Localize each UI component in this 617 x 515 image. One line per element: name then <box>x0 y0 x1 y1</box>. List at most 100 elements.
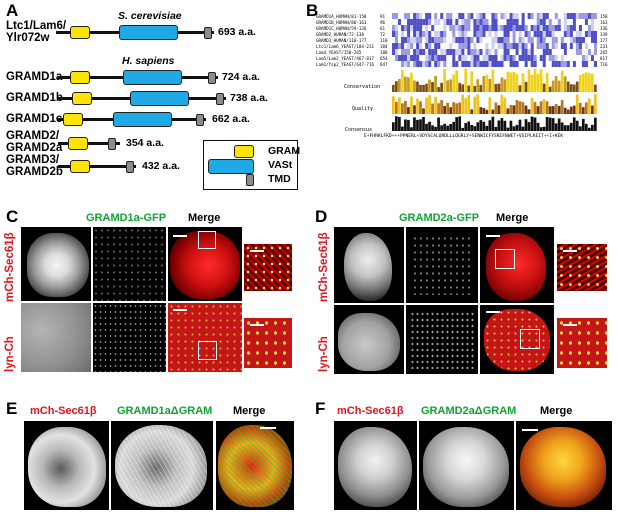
track-bar <box>531 98 534 114</box>
alignment-cell <box>428 61 431 67</box>
track-bar <box>582 107 585 114</box>
track-bar <box>413 117 416 131</box>
alignment-cell <box>446 19 449 25</box>
track-bar <box>510 121 513 131</box>
track-bar <box>513 105 516 114</box>
alignment-cell <box>395 37 398 43</box>
alignment-cell <box>452 61 455 67</box>
track-bar <box>437 118 440 131</box>
alignment-cell <box>528 37 531 43</box>
alignment-cell <box>522 49 525 55</box>
track-bar <box>585 124 588 131</box>
track-bar <box>431 82 434 92</box>
alignment-cell <box>395 31 398 37</box>
alignment-cell <box>525 31 528 37</box>
protein-name-gramd1b: GRAMD1b <box>6 92 63 104</box>
alignment-cell <box>495 31 498 37</box>
track-bar <box>570 107 573 114</box>
alignment-cell <box>464 55 467 61</box>
alignment-cell <box>488 31 491 37</box>
track-bar <box>579 75 582 92</box>
track-bar <box>585 102 588 114</box>
alignment-cell <box>507 43 510 49</box>
alignment-cell <box>413 31 416 37</box>
alignment-cell <box>522 55 525 61</box>
track-bar <box>401 70 404 92</box>
alignment-cell <box>407 43 410 49</box>
alignment-cell <box>461 19 464 25</box>
alignment-cell <box>431 55 434 61</box>
track-bar <box>455 117 458 131</box>
length-ltc1: 693 a.a. <box>218 26 256 38</box>
alignment-cell <box>513 19 516 25</box>
track-bar <box>498 105 501 114</box>
track-bar <box>498 84 501 92</box>
track-bar <box>455 70 458 92</box>
alignment-cell <box>585 55 588 61</box>
track-bar <box>443 69 446 92</box>
track-bar <box>467 122 470 132</box>
track-bar <box>582 74 585 92</box>
track-bar <box>473 126 476 131</box>
alignment-cell <box>540 43 543 49</box>
alignment-cell <box>467 49 470 55</box>
track-bar <box>395 116 398 131</box>
alignment-cell <box>416 25 419 31</box>
panel-e-merge-image <box>216 421 294 510</box>
alignment-cell <box>452 25 455 31</box>
alignment-cell <box>470 13 473 19</box>
alignment-cell <box>594 37 597 43</box>
alignment-cell <box>434 19 437 25</box>
alignment-cell <box>470 37 473 43</box>
alignment-cell <box>573 37 576 43</box>
alignment-cell <box>485 43 488 49</box>
alignment-cell <box>473 31 476 37</box>
track-bar <box>482 76 485 92</box>
track-bar <box>452 102 455 114</box>
track-bar <box>534 117 537 131</box>
alignment-cell <box>516 61 519 67</box>
alignment-cell <box>434 55 437 61</box>
panel-e-sec61b-image <box>24 421 109 510</box>
alignment-cell <box>543 31 546 37</box>
alignment-cell <box>555 61 558 67</box>
panel-d-merge-image-2 <box>480 305 554 374</box>
alignment-cell <box>507 55 510 61</box>
alignment-cell <box>440 37 443 43</box>
track-bar <box>419 85 422 92</box>
alignment-cell <box>449 25 452 31</box>
track-bar <box>461 95 464 114</box>
alignment-cell <box>558 19 561 25</box>
track-bar <box>395 81 398 92</box>
track-bar <box>510 105 513 114</box>
alignment-cell <box>546 31 549 37</box>
alignment-cell <box>482 13 485 19</box>
alignment-cell <box>407 13 410 19</box>
alignment-cell <box>479 49 482 55</box>
alignment-cell <box>413 49 416 55</box>
alignment-cell <box>519 43 522 49</box>
alignment-cell <box>419 19 422 25</box>
track-bar <box>561 122 564 131</box>
track-bar <box>567 110 570 114</box>
track-bar <box>510 73 513 92</box>
alignment-cell <box>504 37 507 43</box>
alignment-cell <box>395 55 398 61</box>
alignment-cell <box>540 13 543 19</box>
track-bar <box>404 119 407 131</box>
alignment-cell <box>531 49 534 55</box>
track-bar <box>434 127 437 131</box>
alignment-cell <box>522 37 525 43</box>
length-gramd2: 354 a.a. <box>126 137 164 149</box>
alignment-cell <box>422 19 425 25</box>
panel-f-label: F <box>315 400 325 417</box>
alignment-cell <box>425 19 428 25</box>
track-bar <box>579 103 582 114</box>
track-bar <box>443 124 446 131</box>
alignment-cell <box>582 61 585 67</box>
alignment-cell <box>525 61 528 67</box>
alignment-cell <box>546 13 549 19</box>
alignment-cell <box>531 37 534 43</box>
alignment-cell <box>594 49 597 55</box>
track-bar <box>410 97 413 114</box>
